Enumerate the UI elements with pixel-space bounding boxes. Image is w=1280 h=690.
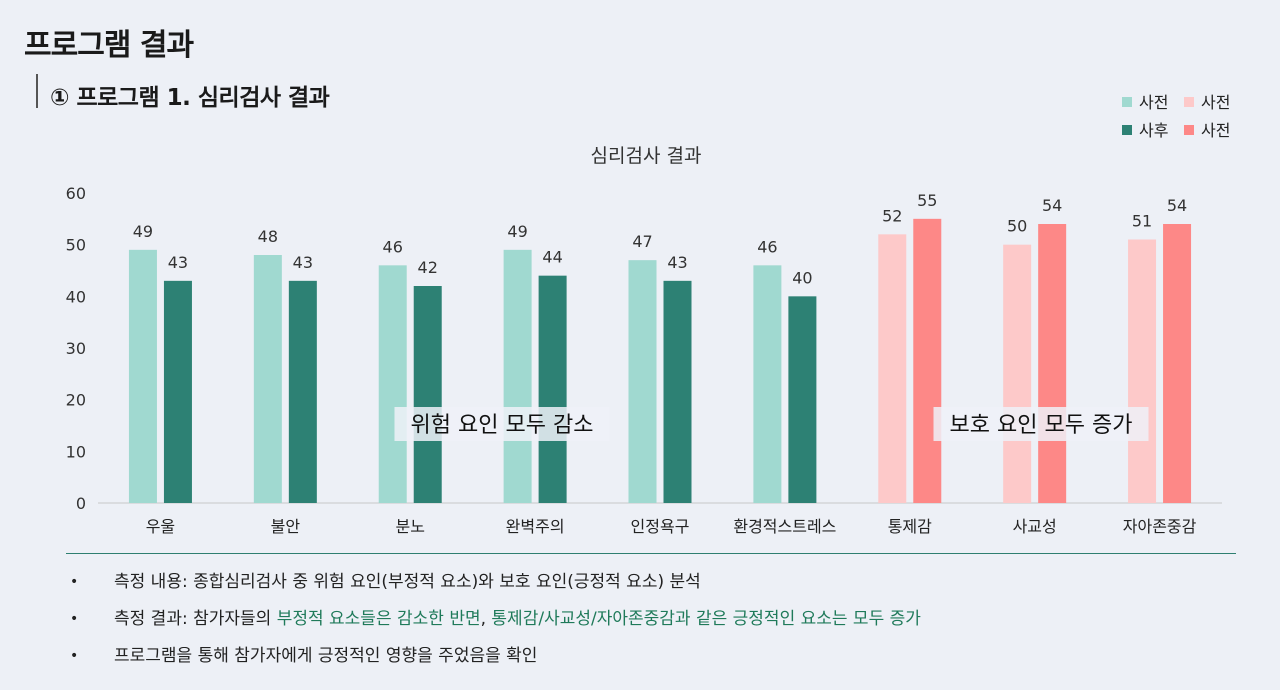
bar-after	[1163, 224, 1192, 503]
legend-swatch	[1184, 125, 1194, 135]
data-label: 44	[542, 248, 562, 267]
page-title: 프로그램 결과	[24, 28, 194, 63]
data-label: 52	[882, 206, 902, 225]
y-tick-label: 60	[66, 184, 86, 203]
note-item: • 측정 결과: 참가자들의 부정적 요소들은 감소한 반면, 통제감/사교성/자…	[70, 605, 921, 642]
legend-swatch	[1122, 97, 1132, 107]
data-label: 54	[1167, 196, 1187, 215]
data-label: 46	[757, 237, 777, 256]
notes-list: • 측정 내용: 종합심리검사 중 위험 요인(부정적 요소)와 보호 요인(긍정…	[70, 568, 921, 679]
bar-after	[788, 296, 817, 503]
note-text: 프로그램을 통해 참가자에게 긍정적인 영향을 주었음을 확인	[114, 646, 538, 666]
x-tick-label: 자아존중감	[1123, 517, 1197, 536]
x-tick-label: 인정욕구	[631, 517, 690, 536]
note-highlight: 통제감/사교성/자아존중감과 같은 긍정적인 요소는 모두 증가	[491, 609, 921, 629]
bar-before	[628, 260, 657, 503]
chart-title: 심리검사 결과	[591, 145, 702, 167]
y-tick-label: 30	[66, 339, 86, 358]
bar-after	[413, 286, 442, 503]
annotation-label: 위험 요인 모두 감소	[411, 413, 594, 438]
annotation-background	[394, 407, 610, 441]
legend-label: 사후	[1139, 121, 1168, 140]
annotation-background	[933, 407, 1149, 441]
y-tick-label: 20	[66, 391, 86, 410]
annotation-label: 보호 요인 모두 증가	[950, 413, 1133, 438]
bar-before	[128, 249, 157, 503]
x-tick-label: 사교성	[1013, 517, 1057, 536]
bar-before	[1003, 244, 1032, 503]
bar-after	[288, 280, 317, 503]
data-label: 50	[1007, 217, 1027, 236]
x-tick-label: 통제감	[888, 517, 932, 536]
legend-swatch	[1184, 97, 1194, 107]
bar-after	[1038, 224, 1067, 503]
legend-label: 사전	[1201, 121, 1230, 140]
x-tick-label: 불안	[271, 517, 301, 536]
legend-label: 사전	[1139, 93, 1168, 112]
bar-before	[753, 265, 782, 503]
x-tick-label: 환경적스트레스	[733, 517, 836, 536]
bar-after	[663, 280, 692, 503]
bar-after	[163, 280, 192, 503]
data-label: 49	[507, 222, 527, 241]
data-label: 42	[418, 258, 438, 277]
bar-before	[378, 265, 407, 503]
bar-before	[503, 249, 532, 503]
note-text: 측정 내용: 종합심리검사 중 위험 요인(부정적 요소)와 보호 요인(긍정적…	[114, 572, 701, 592]
y-tick-label: 50	[66, 236, 86, 255]
y-tick-label: 10	[66, 442, 86, 461]
note-highlight: 부정적 요소들은 감소한 반면	[276, 609, 481, 629]
data-label: 46	[383, 237, 403, 256]
note-item: • 측정 내용: 종합심리검사 중 위험 요인(부정적 요소)와 보호 요인(긍정…	[70, 568, 921, 605]
bar-before	[253, 255, 282, 503]
data-label: 43	[667, 253, 687, 272]
note-text: 측정 결과: 참가자들의	[114, 609, 277, 629]
data-label: 47	[632, 232, 652, 251]
bullet-dot: •	[70, 648, 79, 664]
note-item: • 프로그램을 통해 참가자에게 긍정적인 영향을 주었음을 확인	[70, 642, 921, 679]
note-text: ,	[480, 609, 492, 629]
data-label: 51	[1132, 212, 1152, 231]
section-rule	[66, 553, 1236, 554]
data-label: 55	[917, 191, 937, 210]
bar-after	[913, 218, 942, 504]
data-label: 43	[168, 253, 188, 272]
data-label: 49	[133, 222, 153, 241]
legend-swatch	[1122, 125, 1132, 135]
section-divider	[36, 74, 38, 108]
y-tick-label: 40	[66, 287, 86, 306]
data-label: 43	[293, 253, 313, 272]
data-label: 54	[1042, 196, 1062, 215]
section-title: ① 프로그램 1. 심리검사 결과	[50, 85, 330, 111]
x-tick-label: 우울	[146, 517, 175, 536]
x-tick-label: 분노	[395, 517, 424, 536]
data-label: 48	[258, 227, 278, 246]
bar-chart: 심리검사 결과 0 10 20 30 40 50 60 49 43 우울 48 43 불안 46 42 분노 49…	[66, 93, 1231, 536]
legend-label: 사전	[1201, 93, 1230, 112]
bar-after	[538, 275, 567, 503]
bullet-dot: •	[70, 574, 79, 590]
bullet-dot: •	[70, 611, 79, 627]
x-tick-label: 완벽주의	[506, 517, 565, 536]
bar-before	[878, 234, 907, 504]
bar-before	[1128, 239, 1157, 503]
data-label: 40	[792, 268, 812, 287]
y-tick-label: 0	[76, 494, 86, 513]
